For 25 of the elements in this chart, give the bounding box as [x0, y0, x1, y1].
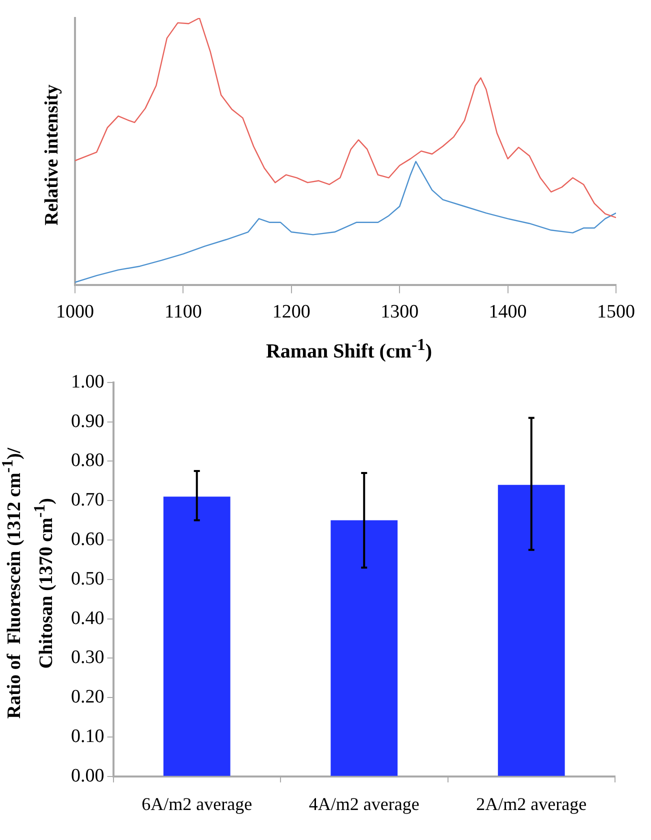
x-tick-label: 1300: [380, 302, 419, 323]
x-tick-label: 1400: [488, 302, 527, 323]
x-tick-label: 6A/m2 average: [142, 794, 252, 814]
x-tick-label: 1100: [164, 302, 202, 323]
bar: [163, 496, 230, 776]
x-tick-label: 4A/m2 average: [308, 794, 420, 814]
x-tick-label: 1500: [597, 302, 635, 323]
y-tick-label: 0.80: [71, 450, 104, 472]
y-tick-label: 0.90: [71, 410, 104, 432]
x-tick-label: 1000: [56, 302, 94, 323]
bar: [498, 484, 565, 776]
y-tick-label: 0.50: [71, 568, 104, 590]
x-tick-label: 1200: [272, 302, 310, 323]
y-tick-label: 0.70: [71, 490, 104, 511]
y-tick-label: 0.30: [71, 647, 104, 668]
y-axis-title: Relative intensity: [40, 84, 63, 226]
bar: [330, 520, 398, 776]
y-tick-label: 0.60: [71, 528, 104, 550]
y-tick-label: 0.40: [71, 608, 104, 629]
y-tick-label: 0.00: [71, 765, 104, 786]
y-tick-label: 0.10: [71, 726, 104, 747]
x-axis-title: Raman Shift (cm$^{-1}$): [264, 335, 434, 364]
x-tick-label: 2A/m2 average: [476, 794, 587, 814]
y-tick-label: 0.20: [71, 686, 104, 708]
y-tick-label: 1.00: [71, 371, 104, 392]
